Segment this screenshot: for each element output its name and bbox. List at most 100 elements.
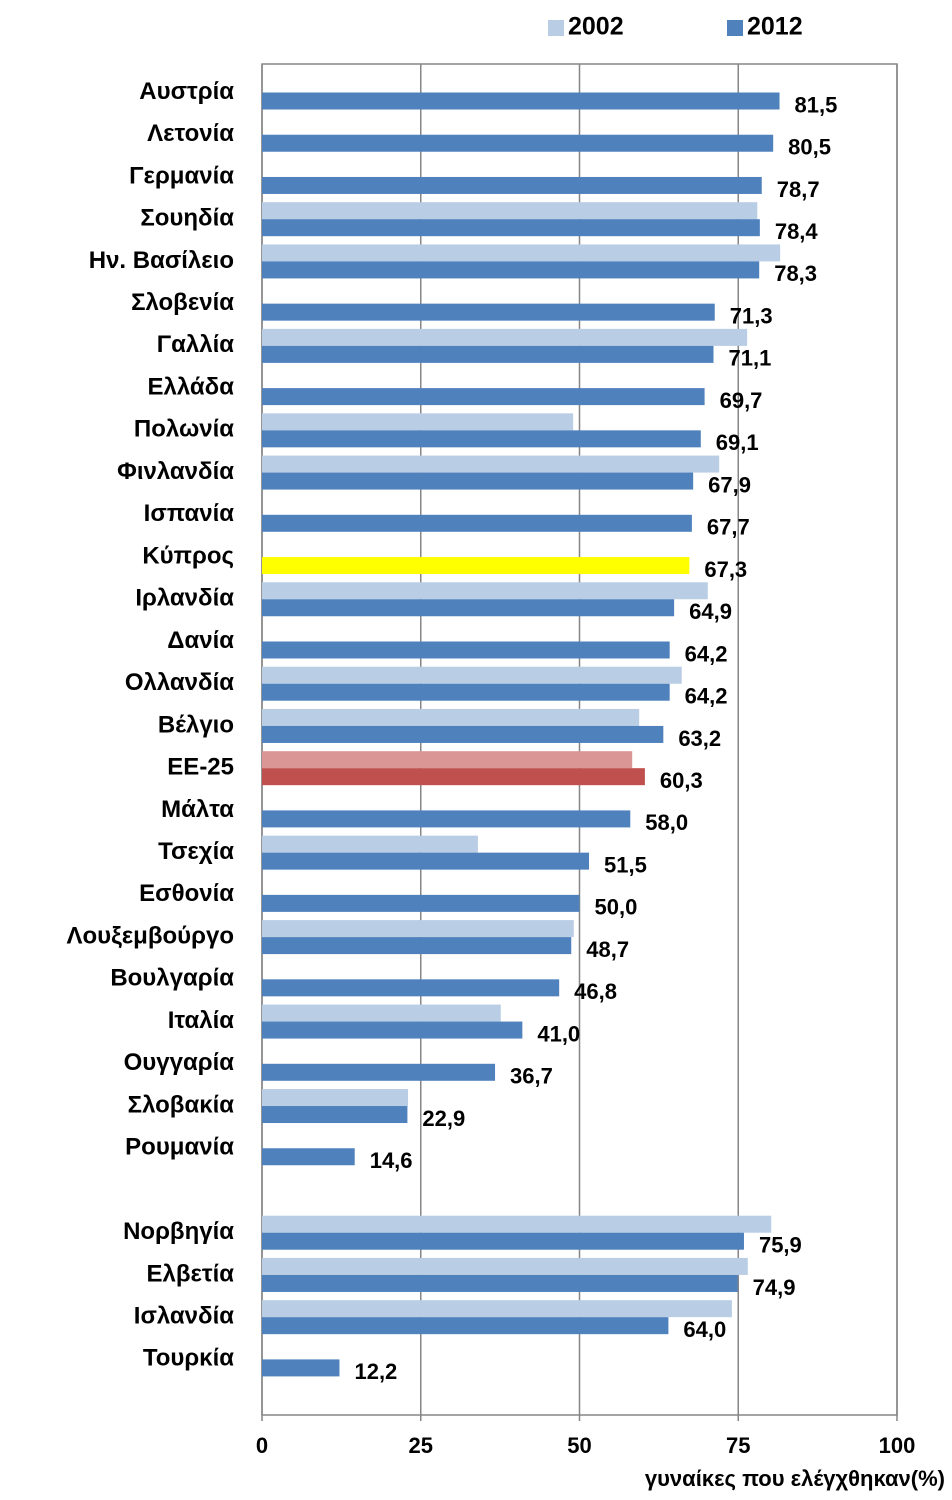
bar [262, 751, 633, 769]
bar [262, 345, 714, 363]
value-label: 36,7 [510, 1064, 553, 1089]
category-label: Εσθονία [139, 880, 234, 907]
value-label: 63,2 [678, 726, 721, 751]
value-label: 41,0 [537, 1021, 580, 1046]
value-label: 69,1 [716, 430, 759, 455]
category-label: Ολλανδία [125, 669, 234, 696]
value-label: 50,0 [595, 895, 638, 920]
value-label: 60,3 [660, 768, 703, 793]
value-label: 69,7 [720, 388, 763, 413]
value-label: 64,2 [685, 684, 728, 709]
value-label: 71,3 [730, 303, 773, 328]
category-label: Τουρκία [143, 1345, 234, 1372]
bar [262, 1148, 355, 1166]
x-tick-label: 100 [879, 1433, 916, 1458]
bar [262, 413, 574, 431]
bar [262, 1232, 744, 1250]
value-label: 12,2 [354, 1359, 397, 1384]
bar [262, 768, 645, 786]
legend-swatch [548, 20, 564, 36]
value-label: 64,9 [689, 599, 732, 624]
category-label: Ελβετία [146, 1260, 234, 1287]
bar [262, 388, 705, 406]
value-label: 78,7 [777, 177, 820, 202]
bar [262, 219, 760, 237]
bar [262, 557, 690, 575]
bar [262, 979, 560, 997]
category-label: Βουλγαρία [110, 965, 234, 992]
category-label: Αυστρία [139, 78, 234, 105]
value-label: 67,7 [707, 515, 750, 540]
category-label: Ελλάδα [148, 373, 235, 400]
category-label: Γαλλία [157, 331, 235, 358]
category-label: Σλοβενία [131, 289, 234, 316]
bar [262, 92, 780, 110]
category-label: Δανία [167, 627, 234, 654]
category-label: Τσεχία [158, 838, 234, 865]
x-tick-label: 50 [567, 1433, 591, 1458]
category-label: Νορβηγία [123, 1218, 234, 1245]
value-label: 64,2 [685, 641, 728, 666]
bar [262, 937, 572, 955]
value-label: 48,7 [586, 937, 629, 962]
bar [262, 725, 664, 743]
bar [262, 1300, 732, 1318]
category-label: Λουξεμβούργο [66, 922, 234, 949]
value-label: 78,4 [775, 219, 819, 244]
category-label: Ουγγαρία [124, 1049, 235, 1076]
category-label: Σουηδία [140, 205, 234, 232]
category-label: Ρουμανία [125, 1134, 234, 1161]
category-label: Ιρλανδία [135, 585, 234, 612]
value-label: 78,3 [774, 261, 817, 286]
category-label: Κύπρος [142, 542, 234, 569]
value-label: 51,5 [604, 852, 647, 877]
value-label: 67,9 [708, 472, 751, 497]
value-label: 64,0 [683, 1317, 726, 1342]
category-label: Σλοβακία [128, 1091, 235, 1118]
legend-swatch [727, 20, 743, 36]
category-label: Ην. Βασίλειο [89, 247, 234, 274]
bar [262, 455, 720, 473]
bar [262, 1215, 772, 1233]
category-label: ΕΕ-25 [167, 754, 234, 781]
value-label: 71,1 [728, 346, 771, 371]
bar [262, 261, 760, 279]
category-label: Ισλανδία [134, 1303, 234, 1330]
category-label: Λετονία [147, 120, 234, 147]
value-label: 81,5 [795, 92, 838, 117]
category-label: Πολωνία [134, 416, 234, 443]
bar [262, 708, 640, 726]
value-label: 74,9 [753, 1275, 796, 1300]
bar [262, 328, 748, 346]
category-label: Φινλανδία [117, 458, 234, 485]
category-label: Μάλτα [161, 796, 234, 823]
legend-label: 2002 [568, 13, 624, 41]
bar [262, 683, 670, 701]
value-label: 22,9 [422, 1106, 465, 1131]
bar [262, 1317, 669, 1335]
bar [262, 920, 574, 938]
value-label: 75,9 [759, 1233, 802, 1258]
bar [262, 1257, 748, 1275]
value-label: 67,3 [704, 557, 747, 582]
bar [262, 599, 675, 617]
bar [262, 202, 758, 220]
bar [262, 810, 631, 828]
category-label: Ιταλία [168, 1007, 234, 1034]
x-tick-label: 75 [726, 1433, 750, 1458]
x-axis-title: γυναίκες που ελέγχθηκαν(%) [645, 1466, 945, 1491]
bar [262, 244, 781, 262]
category-label: Βέλγιο [158, 711, 234, 738]
bar [262, 1021, 523, 1039]
value-label: 14,6 [370, 1148, 413, 1173]
bar [262, 835, 478, 853]
value-label: 46,8 [574, 979, 617, 1004]
bar [262, 514, 692, 532]
legend-label: 2012 [747, 13, 803, 41]
bar [262, 852, 590, 870]
bar [262, 1063, 496, 1081]
bar [262, 666, 682, 684]
bar [262, 1106, 408, 1124]
bar [262, 1359, 340, 1377]
category-label: Γερμανία [129, 162, 234, 189]
